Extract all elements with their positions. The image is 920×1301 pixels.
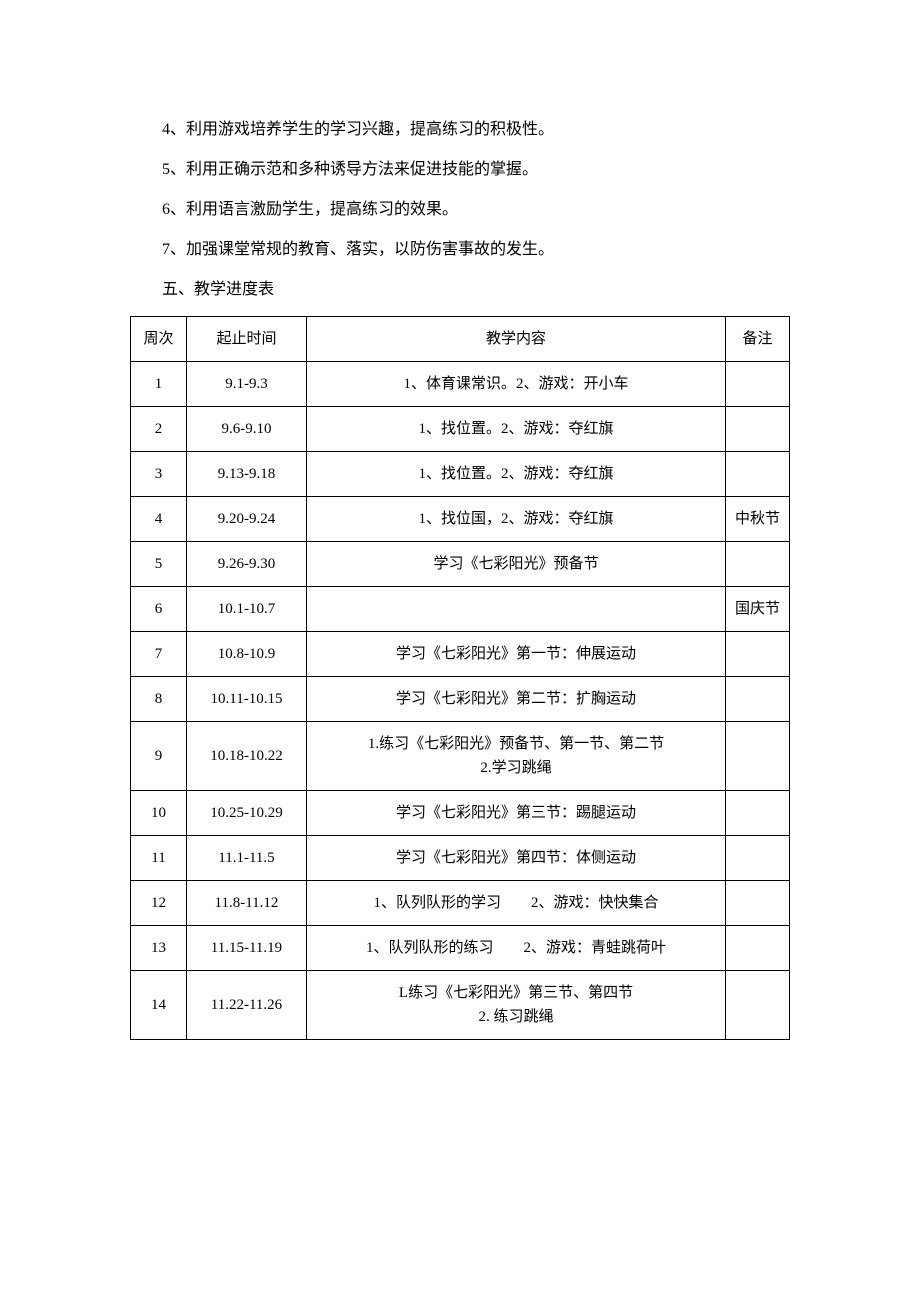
table-row: 1111.1-11.5学习《七彩阳光》第四节：体侧运动 [131,836,790,881]
table-row: 49.20-9.241、找位国，2、游戏：夺红旗中秋节 [131,497,790,542]
paragraph-6: 6、利用语言激励学生，提高练习的效果。 [130,190,790,230]
cell-note [726,926,790,971]
cell-content: 学习《七彩阳光》预备节 [307,542,726,587]
cell-week: 13 [131,926,187,971]
table-row: 59.26-9.30学习《七彩阳光》预备节 [131,542,790,587]
paragraph-5: 5、利用正确示范和多种诱导方法来促进技能的掌握。 [130,150,790,190]
cell-dates: 11.8-11.12 [187,881,307,926]
cell-content: 1、找位置。2、游戏：夺红旗 [307,452,726,497]
cell-content: 1、队列队形的练习 2、游戏：青蛙跳荷叶 [307,926,726,971]
table-row: 810.11-10.15学习《七彩阳光》第二节：扩胸运动 [131,677,790,722]
header-note: 备注 [726,317,790,362]
table-row: 19.1-9.31、体育课常识。2、游戏：开小车 [131,362,790,407]
cell-dates: 10.8-10.9 [187,632,307,677]
table-row: 1411.22-11.26L练习《七彩阳光》第三节、第四节2. 练习跳绳 [131,971,790,1040]
cell-note [726,881,790,926]
table-row: 1010.25-10.29学习《七彩阳光》第三节：踢腿运动 [131,791,790,836]
table-row: 610.1-10.7 国庆节 [131,587,790,632]
cell-note [726,722,790,791]
paragraph-7: 7、加强课堂常规的教育、落实，以防伤害事故的发生。 [130,230,790,270]
cell-content: 1、队列队形的学习 2、游戏：快快集合 [307,881,726,926]
paragraph-4: 4、利用游戏培养学生的学习兴趣，提高练习的积极性。 [130,110,790,150]
cell-dates: 11.15-11.19 [187,926,307,971]
cell-content: 学习《七彩阳光》第四节：体侧运动 [307,836,726,881]
cell-note [726,677,790,722]
cell-content: 学习《七彩阳光》第二节：扩胸运动 [307,677,726,722]
table-row: 1211.8-11.121、队列队形的学习 2、游戏：快快集合 [131,881,790,926]
cell-note [726,632,790,677]
cell-content: 1、体育课常识。2、游戏：开小车 [307,362,726,407]
cell-week: 14 [131,971,187,1040]
cell-week: 3 [131,452,187,497]
cell-week: 2 [131,407,187,452]
cell-dates: 11.22-11.26 [187,971,307,1040]
table-row: 710.8-10.9学习《七彩阳光》第一节：伸展运动 [131,632,790,677]
cell-content: 学习《七彩阳光》第一节：伸展运动 [307,632,726,677]
schedule-table: 周次 起止时间 教学内容 备注 19.1-9.31、体育课常识。2、游戏：开小车… [130,316,790,1040]
cell-content: 1、找位国，2、游戏：夺红旗 [307,497,726,542]
cell-week: 8 [131,677,187,722]
cell-week: 7 [131,632,187,677]
cell-content: 1.练习《七彩阳光》预备节、第一节、第二节2.学习跳绳 [307,722,726,791]
table-row: 29.6-9.101、找位置。2、游戏：夺红旗 [131,407,790,452]
cell-note [726,362,790,407]
cell-note [726,836,790,881]
cell-content: L练习《七彩阳光》第三节、第四节2. 练习跳绳 [307,971,726,1040]
cell-dates: 11.1-11.5 [187,836,307,881]
cell-dates: 10.1-10.7 [187,587,307,632]
cell-note: 国庆节 [726,587,790,632]
cell-note [726,542,790,587]
cell-note [726,407,790,452]
cell-dates: 9.13-9.18 [187,452,307,497]
table-row: 910.18-10.221.练习《七彩阳光》预备节、第一节、第二节2.学习跳绳 [131,722,790,791]
cell-dates: 10.11-10.15 [187,677,307,722]
cell-week: 9 [131,722,187,791]
header-week: 周次 [131,317,187,362]
cell-week: 10 [131,791,187,836]
cell-week: 6 [131,587,187,632]
cell-week: 5 [131,542,187,587]
cell-dates: 9.26-9.30 [187,542,307,587]
header-dates: 起止时间 [187,317,307,362]
table-body: 19.1-9.31、体育课常识。2、游戏：开小车29.6-9.101、找位置。2… [131,362,790,1040]
table-row: 1311.15-11.191、队列队形的练习 2、游戏：青蛙跳荷叶 [131,926,790,971]
header-content: 教学内容 [307,317,726,362]
table-header-row: 周次 起止时间 教学内容 备注 [131,317,790,362]
cell-content: 学习《七彩阳光》第三节：踢腿运动 [307,791,726,836]
cell-note: 中秋节 [726,497,790,542]
cell-dates: 9.20-9.24 [187,497,307,542]
table-row: 39.13-9.181、找位置。2、游戏：夺红旗 [131,452,790,497]
cell-note [726,452,790,497]
cell-dates: 9.1-9.3 [187,362,307,407]
cell-dates: 10.18-10.22 [187,722,307,791]
cell-week: 1 [131,362,187,407]
cell-week: 11 [131,836,187,881]
cell-content [307,587,726,632]
cell-note [726,971,790,1040]
section-heading: 五、教学进度表 [130,270,790,310]
cell-week: 12 [131,881,187,926]
document-page: 4、利用游戏培养学生的学习兴趣，提高练习的积极性。 5、利用正确示范和多种诱导方… [0,0,920,1301]
cell-dates: 10.25-10.29 [187,791,307,836]
cell-week: 4 [131,497,187,542]
cell-dates: 9.6-9.10 [187,407,307,452]
cell-note [726,791,790,836]
cell-content: 1、找位置。2、游戏：夺红旗 [307,407,726,452]
